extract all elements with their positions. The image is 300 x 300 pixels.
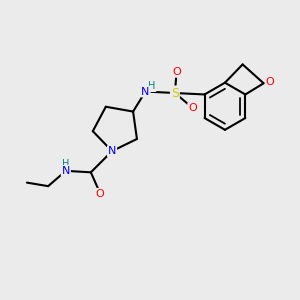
Text: N: N [108, 146, 116, 156]
Text: H: H [62, 159, 70, 170]
Text: O: O [266, 77, 274, 87]
Text: O: O [95, 189, 104, 199]
Text: O: O [188, 103, 197, 113]
Text: N: N [141, 86, 150, 97]
Text: S: S [171, 86, 179, 100]
Text: O: O [172, 67, 181, 77]
Text: N: N [61, 166, 70, 176]
Text: H: H [148, 81, 156, 91]
